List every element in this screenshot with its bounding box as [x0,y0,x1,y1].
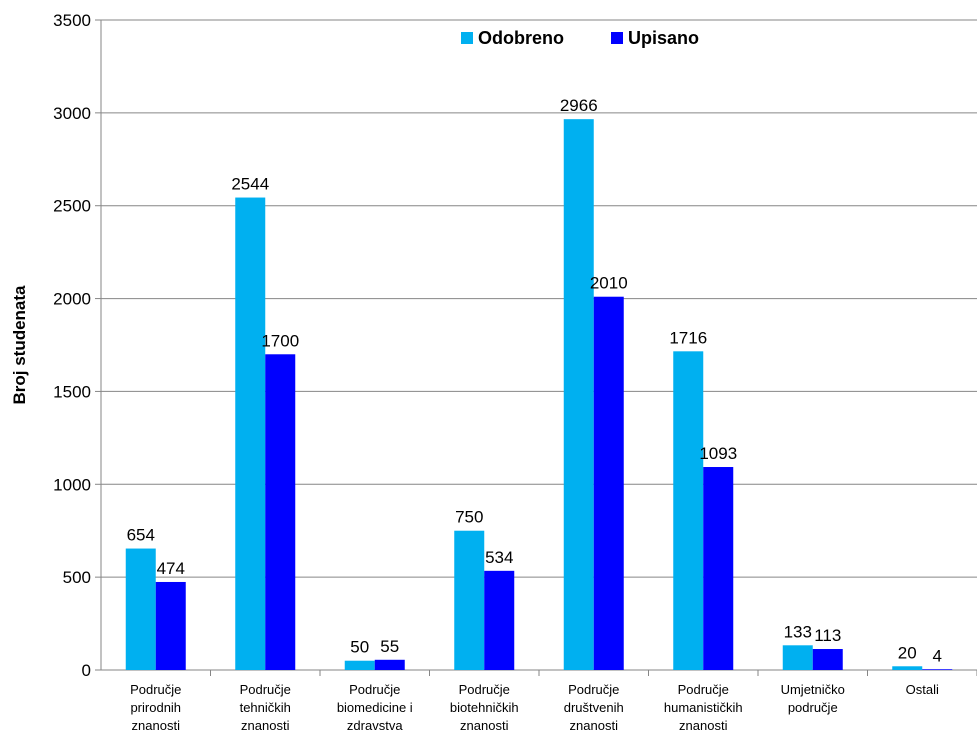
data-label: 55 [380,637,399,656]
data-label: 50 [350,638,369,657]
category-label: humanističkih [664,700,743,715]
y-tick-label: 1500 [53,382,91,401]
data-label: 2966 [560,96,598,115]
data-label: 2544 [231,175,269,194]
bar-odobreno[interactable] [125,548,156,670]
category-label: tehničkih [240,700,291,715]
category-label: Područje [349,682,400,697]
data-label: 654 [127,526,155,545]
bar-odobreno[interactable] [344,660,375,670]
category-label: zdravstva [347,718,403,733]
data-label: 1700 [261,331,299,350]
category-label: znanosti [132,718,181,733]
data-label: 4 [933,646,942,665]
bar-upisano[interactable] [374,659,405,670]
bar-odobreno[interactable] [235,197,266,671]
legend-swatch-odobreno [461,32,473,44]
bar-upisano[interactable] [922,669,953,670]
bar-odobreno[interactable] [454,530,485,670]
category-label: znanosti [570,718,619,733]
data-label: 20 [898,643,917,662]
data-label: 1093 [699,444,737,463]
category-label: Umjetničko [781,682,845,697]
bar-odobreno[interactable] [673,351,704,670]
y-tick-label: 1000 [53,475,91,494]
legend-label-odobreno: Odobreno [478,28,564,48]
y-tick-label: 3500 [53,11,91,30]
bar-odobreno[interactable] [892,666,923,670]
category-label: Područje [678,682,729,697]
bar-upisano[interactable] [484,570,515,670]
category-label: biotehničkih [450,700,519,715]
y-tick-label: 0 [82,661,91,680]
category-label: društvenih [564,700,624,715]
category-label: Područje [240,682,291,697]
category-label: biomedicine i [337,700,413,715]
category-label: prirodnih [130,700,181,715]
category-label: Područje [459,682,510,697]
y-tick-label: 3000 [53,104,91,123]
bar-upisano[interactable] [812,649,843,670]
data-label: 2010 [590,274,628,293]
y-tick-label: 2500 [53,197,91,216]
bar-upisano[interactable] [703,467,734,670]
y-tick-label: 2000 [53,290,91,309]
category-label: Ostali [906,682,939,697]
data-label: 1716 [669,328,707,347]
data-label: 474 [157,559,185,578]
legend-label-upisano: Upisano [628,28,699,48]
bar-upisano[interactable] [155,581,186,670]
category-label: znanosti [241,718,290,733]
bar-upisano[interactable] [265,354,296,670]
bar-odobreno[interactable] [782,645,813,670]
category-label: područje [788,700,838,715]
y-axis-title: Broj studenata [10,285,29,405]
bar-odobreno[interactable] [563,119,594,670]
data-label: 133 [784,622,812,641]
bar-upisano[interactable] [593,296,624,670]
y-tick-label: 500 [63,568,91,587]
data-label: 534 [485,548,513,567]
category-label: Područje [130,682,181,697]
category-label: znanosti [460,718,509,733]
data-label: 750 [455,508,483,527]
category-label: znanosti [679,718,728,733]
legend-swatch-upisano [611,32,623,44]
data-label: 113 [814,626,841,645]
category-label: Područje [568,682,619,697]
